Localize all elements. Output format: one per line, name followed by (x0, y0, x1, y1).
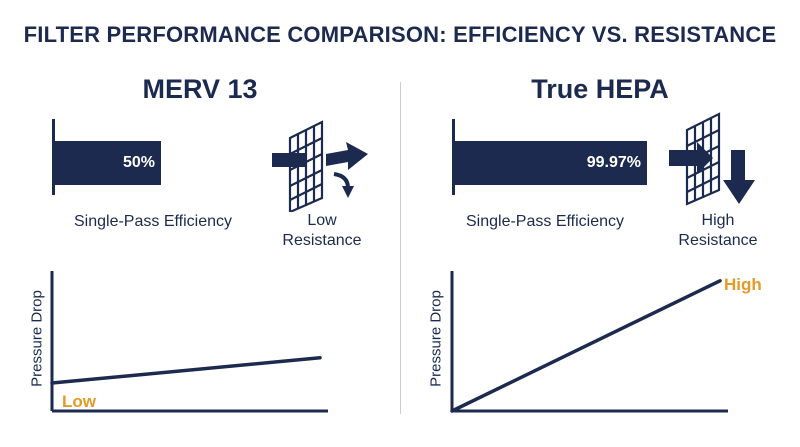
curve-annotation-low: Low (62, 392, 96, 411)
efficiency-caption: Single-Pass Efficiency (74, 213, 232, 230)
efficiency-axis (52, 119, 55, 195)
efficiency-caption: Single-Pass Efficiency (466, 213, 624, 230)
panel-divider (400, 82, 401, 414)
y-axis-label: Pressure Drop (28, 290, 46, 387)
pressure-drop-chart-merv13 (50, 271, 328, 413)
efficiency-value: 50% (122, 154, 155, 171)
efficiency-bar (455, 141, 647, 185)
resistance-level: Low (307, 212, 337, 229)
panel-title-hepa: True HEPA (531, 74, 669, 104)
curve-annotation-high: High (724, 275, 762, 294)
page-title: FILTER PERFORMANCE COMPARISON: EFFICIENC… (23, 22, 777, 47)
efficiency-bar (55, 141, 161, 185)
resistance-label-low: Low Resistance (262, 211, 382, 251)
filter-mesh-arrow-down-icon (669, 112, 755, 206)
efficiency-axis (452, 119, 455, 195)
pressure-drop-line (50, 356, 322, 385)
resistance-level: High (701, 212, 735, 229)
pressure-drop-chart-hepa (450, 271, 728, 413)
efficiency-value: 99.97% (586, 154, 641, 171)
filter-mesh-arrow-through-icon (272, 120, 368, 212)
resistance-word: Resistance (678, 232, 758, 249)
panel-title-merv13: MERV 13 (142, 74, 258, 104)
y-axis-label: Pressure Drop (427, 290, 445, 387)
resistance-word: Resistance (282, 232, 362, 249)
pressure-drop-line (450, 279, 722, 413)
resistance-label-high: High Resistance (658, 211, 778, 251)
